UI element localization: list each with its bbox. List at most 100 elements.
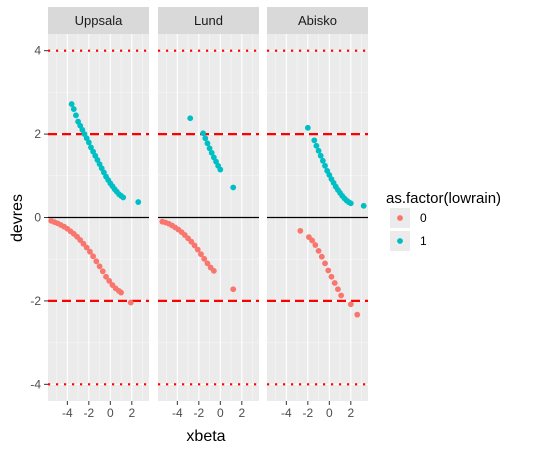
data-point [325,267,332,274]
data-point [319,157,326,164]
data-point [135,199,142,205]
x-tick-label: -4 [172,406,183,420]
legend-label-1: 1 [420,234,427,248]
data-point [331,280,338,286]
data-point [347,301,354,308]
x-tick-label: 0 [326,406,333,420]
series-uppsala-group-1 [68,101,142,205]
y-tick-label: 0 [34,211,41,225]
data-point [217,166,224,173]
data-point [206,145,213,152]
series-lund-group-0 [159,218,237,293]
data-point [322,260,328,267]
data-point [312,242,319,248]
data-point [315,247,322,254]
data-point [354,311,361,318]
data-point [77,237,84,243]
panel-lund: Lund [158,7,259,401]
data-point [93,258,100,265]
legend-title: as.factor(lowrain) [386,190,501,207]
x-axis-title: xbeta [186,428,225,445]
data-point [230,286,237,293]
data-point [83,244,90,251]
data-point [338,292,345,299]
data-point [118,289,124,296]
data-point [360,202,367,209]
data-point [200,130,207,137]
data-point [106,277,113,284]
panel-abisko: Abisko [267,7,368,401]
data-point [309,237,316,244]
data-point [87,248,93,255]
y-tick-label: 2 [34,127,41,141]
data-point [335,286,341,293]
x-tick-label: -2 [193,406,204,420]
data-point [315,147,322,154]
series-abisko-group-1 [304,124,367,209]
data-point [304,124,311,131]
data-point [96,263,103,270]
data-point [103,273,109,280]
x-tick-label: 2 [347,406,354,420]
data-point [85,139,92,146]
series-lund-group-1 [187,115,237,191]
x-tick-label: -2 [83,406,94,420]
legend-label-0: 0 [420,211,427,225]
y-tick-label: -2 [30,294,41,308]
legend: as.factor(lowrain) 0 1 [386,190,501,251]
data-point [204,140,211,147]
x-tick-label: -4 [62,406,73,420]
x-tick-label: 2 [128,406,135,420]
y-tick-label: -4 [30,377,41,391]
data-point [70,106,77,112]
data-point [204,260,211,267]
data-point [297,227,304,234]
x-tick-label: 0 [217,406,224,420]
data-point [194,246,201,253]
y-tick-label: 4 [34,44,41,58]
data-point [322,162,328,169]
data-point [73,112,79,119]
series-uppsala-group-0 [48,217,134,306]
x-tick-label: 0 [107,406,114,420]
data-point [90,253,97,260]
data-point [198,251,204,258]
data-point [328,273,335,280]
data-point [210,267,217,274]
data-point [201,255,208,262]
data-point [202,135,209,142]
data-point [313,142,320,149]
data-point [187,115,194,122]
data-point [191,242,198,249]
y-axis-title: devres [9,194,26,242]
data-point [347,200,354,207]
strip-abisko [267,7,368,34]
x-tick-label: -2 [302,406,313,420]
facet-panels: Uppsala Lund Abisko [48,7,368,401]
x-axis: -4 -2 0 2 -4 -2 0 2 -4 -2 0 2 [62,401,354,420]
data-point [317,152,324,159]
data-point [68,101,75,107]
x-tick-label: -4 [281,406,292,420]
data-point [208,149,215,156]
strip-label-abisko: Abisko [298,13,337,28]
data-point [120,194,127,201]
y-axis: -4 -2 0 2 4 [30,44,48,391]
series-abisko-group-0 [297,227,361,318]
data-point [318,253,325,260]
strip-label-lund: Lund [194,13,223,28]
legend-point-1 [397,238,403,244]
legend-point-0 [397,215,403,221]
data-point [188,238,195,245]
data-point [311,137,318,144]
data-point [80,240,87,247]
data-point [230,184,237,191]
data-point [99,268,106,275]
panel-uppsala: Uppsala [48,7,149,401]
x-tick-label: 2 [238,406,245,420]
strip-uppsala [48,7,149,34]
strip-lund [158,7,259,34]
strip-label-uppsala: Uppsala [75,13,123,28]
data-point [127,299,134,306]
